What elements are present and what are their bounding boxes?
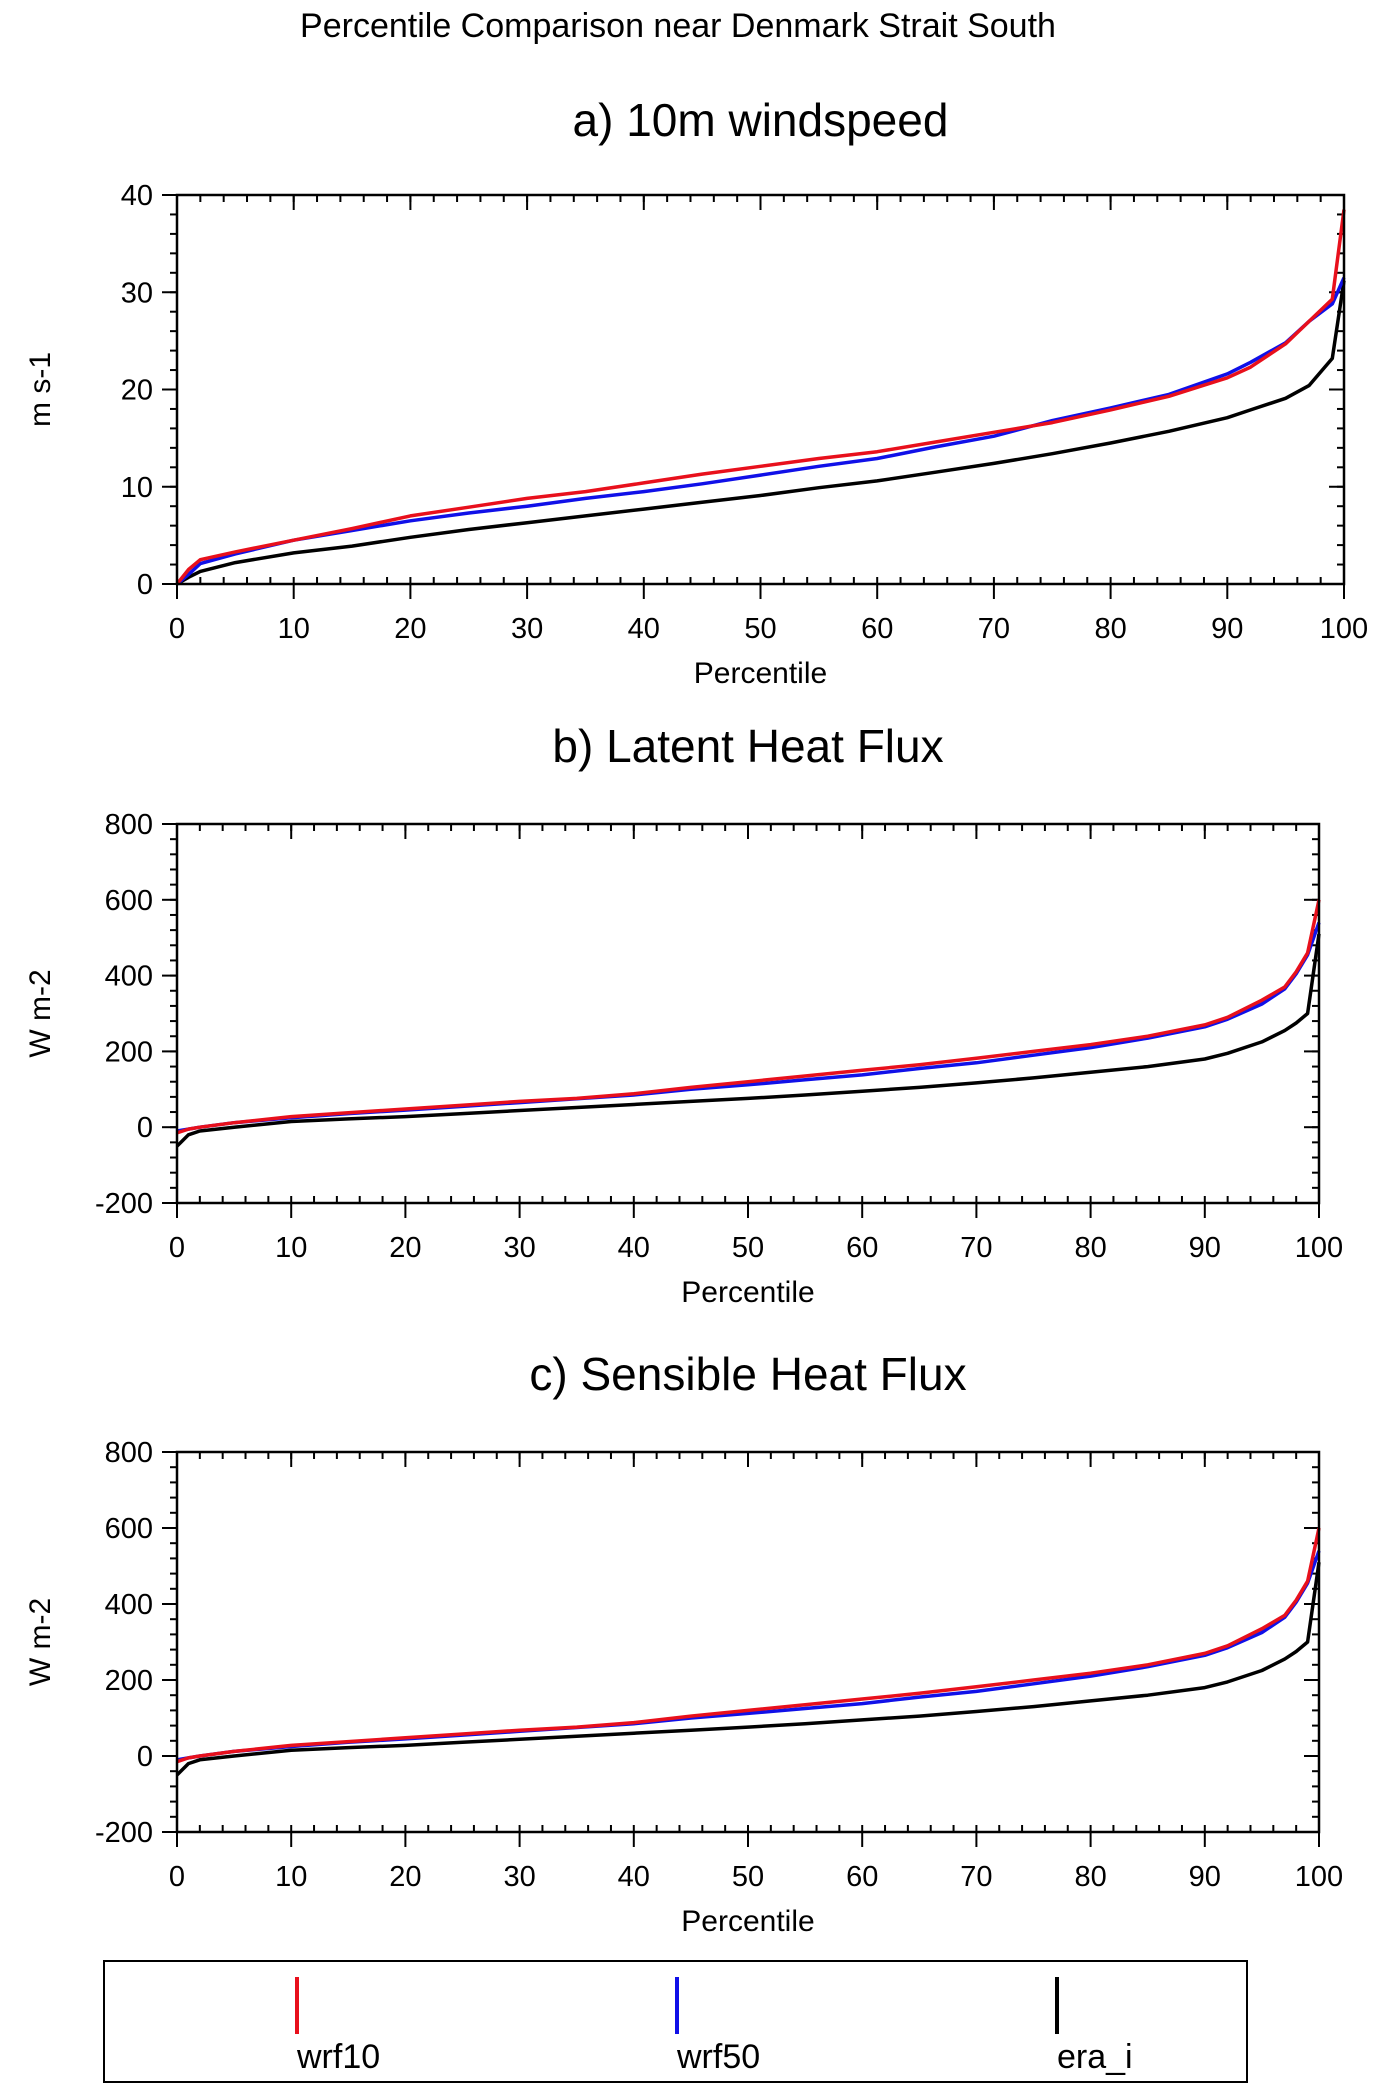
x-tick-label: 60	[861, 613, 893, 645]
series-line-era-i	[176, 280, 1346, 586]
x-tick-label: 60	[846, 1232, 878, 1264]
y-tick-label: 10	[121, 472, 153, 504]
x-tick-label: 0	[169, 613, 185, 645]
x-tick-label: 0	[169, 1232, 185, 1264]
x-tick-label: 40	[618, 1232, 650, 1264]
x-tick-label: 90	[1189, 1861, 1221, 1893]
y-tick-label: 40	[121, 180, 153, 212]
chart-panel-3: c) Sensible Heat Flux 0 10 20 30 40 50 60 70 80 90…	[24, 1348, 1343, 1938]
panel-title: b) Latent Heat Flux	[552, 720, 943, 772]
x-tick-label: 20	[394, 613, 426, 645]
y-tick-label: 600	[105, 885, 153, 917]
x-tick-label: 80	[1074, 1861, 1106, 1893]
x-tick-label: 90	[1189, 1232, 1221, 1264]
x-tick-label: 90	[1211, 613, 1243, 645]
y-tick-label: 400	[105, 1589, 153, 1621]
x-axis-label: Percentile	[681, 1276, 814, 1309]
x-tick-label: 10	[278, 613, 310, 645]
y-tick-label: 600	[105, 1513, 153, 1545]
series-line-era-i	[175, 933, 1321, 1148]
x-tick-label: 30	[503, 1861, 535, 1893]
x-tick-label: 20	[389, 1861, 421, 1893]
y-tick-label: 20	[121, 375, 153, 407]
x-axis-label: Percentile	[694, 657, 827, 690]
y-tick-label: 0	[137, 1741, 153, 1773]
x-axis-label: Percentile	[681, 1905, 814, 1938]
y-tick-label: 200	[105, 1665, 153, 1697]
series-line-wrf10	[176, 899, 1321, 1135]
chart-panel-1: a) 10m windspeed 0 10 20 30 40 50 60 70 80 90 100 0 1…	[24, 94, 1368, 690]
legend: wrf10 wrf50 era_i	[103, 1960, 1248, 2083]
x-tick-label: 0	[169, 1861, 185, 1893]
x-tick-label: 70	[960, 1232, 992, 1264]
x-tick-label: 40	[618, 1861, 650, 1893]
y-tick-label: 0	[137, 569, 153, 601]
panel-title: c) Sensible Heat Flux	[529, 1348, 966, 1400]
x-tick-label: 20	[389, 1232, 421, 1264]
y-tick-label: -200	[95, 1817, 153, 1849]
legend-label-era-i: era_i	[1057, 2038, 1133, 2076]
series-line-wrf10	[176, 1527, 1321, 1764]
x-tick-label: 50	[732, 1861, 764, 1893]
x-tick-label: 40	[628, 613, 660, 645]
x-tick-label: 30	[511, 613, 543, 645]
x-tick-label: 30	[503, 1232, 535, 1264]
chart-panel-2: b) Latent Heat Flux 0 10 20 30 40 50 60 70 80 90 10…	[24, 720, 1343, 1309]
y-tick-label: 0	[137, 1112, 153, 1144]
plot-frame	[175, 822, 1321, 1205]
y-tick-label: 800	[105, 1437, 153, 1469]
y-axis-label: m s-1	[24, 352, 57, 427]
x-tick-label: 50	[744, 613, 776, 645]
legend-label-wrf10: wrf10	[296, 2038, 380, 2076]
y-tick-label: 30	[121, 277, 153, 309]
x-tick-label: 50	[732, 1232, 764, 1264]
panel-title: a) 10m windspeed	[573, 94, 949, 146]
figure-title: Percentile Comparison near Denmark Strai…	[300, 7, 1056, 45]
x-tick-label: 100	[1295, 1232, 1343, 1264]
series-line-era-i	[175, 1561, 1321, 1777]
x-tick-label: 100	[1295, 1861, 1343, 1893]
x-tick-label: 10	[275, 1861, 307, 1893]
y-tick-label: -200	[95, 1188, 153, 1220]
plot-frame	[175, 1450, 1321, 1834]
y-tick-label: 400	[105, 961, 153, 993]
x-tick-label: 100	[1320, 613, 1368, 645]
x-tick-label: 10	[275, 1232, 307, 1264]
series-line-wrf10	[175, 209, 1346, 586]
legend-label-wrf50: wrf50	[676, 2038, 760, 2076]
x-tick-label: 60	[846, 1861, 878, 1893]
x-tick-label: 70	[960, 1861, 992, 1893]
x-tick-label: 80	[1094, 613, 1126, 645]
x-tick-label: 70	[978, 613, 1010, 645]
y-tick-label: 800	[105, 809, 153, 841]
x-tick-label: 80	[1074, 1232, 1106, 1264]
y-tick-label: 200	[105, 1036, 153, 1068]
plot-frame	[175, 193, 1346, 586]
legend-box	[103, 1960, 1248, 2083]
y-axis-label: W m-2	[24, 969, 57, 1057]
y-axis-label: W m-2	[24, 1598, 57, 1686]
